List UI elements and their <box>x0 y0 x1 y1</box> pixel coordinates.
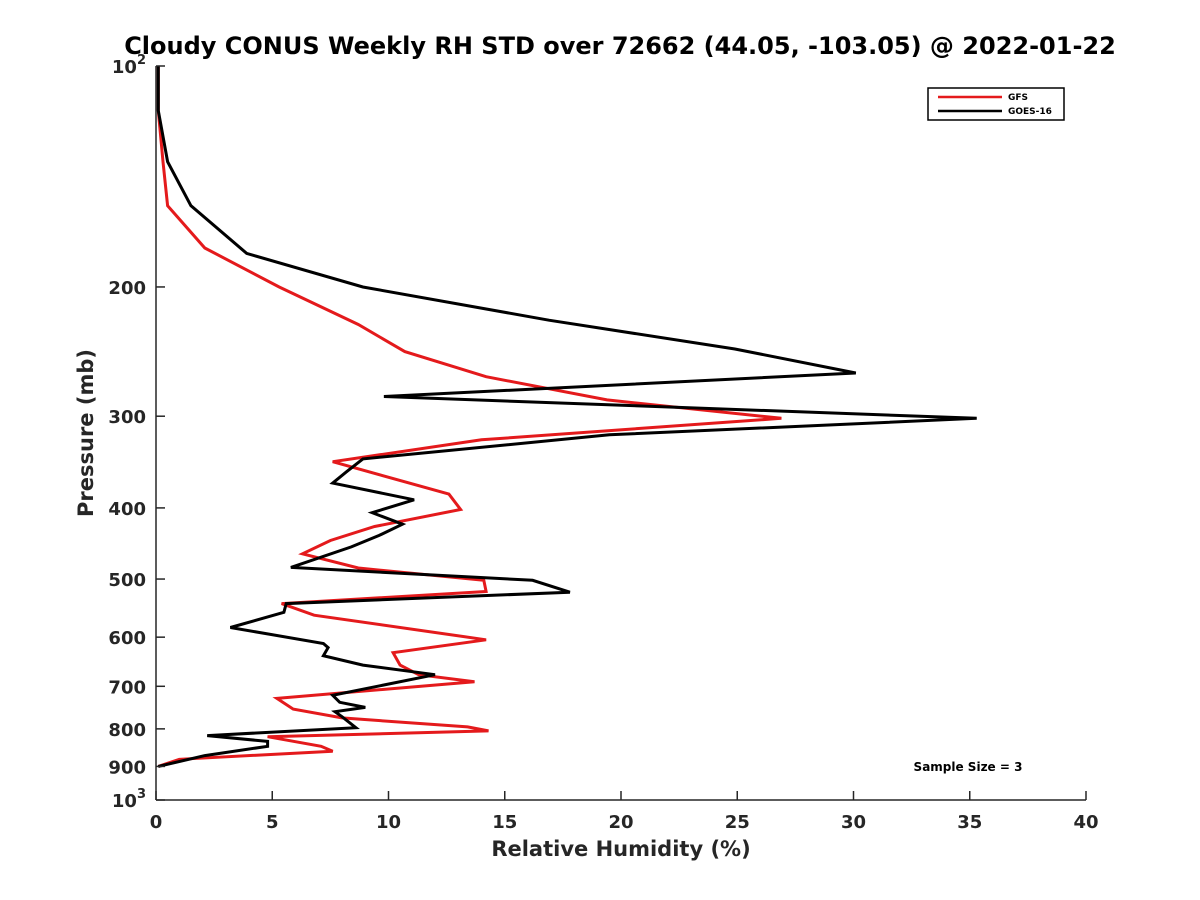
x-tick-label: 20 <box>608 812 633 833</box>
y-tick-label: 200 <box>108 278 146 299</box>
x-tick-label: 0 <box>150 812 163 833</box>
x-tick-label: 5 <box>266 812 279 833</box>
x-axis-label: Relative Humidity (%) <box>491 837 750 861</box>
x-tick-label: 40 <box>1073 812 1098 833</box>
y-tick-label-base: 800 <box>108 720 146 741</box>
y-tick-label: 500 <box>108 570 146 591</box>
y-tick-label-base: 500 <box>108 570 146 591</box>
chart-title: Cloudy CONUS Weekly RH STD over 72662 (4… <box>124 32 1116 60</box>
y-tick-label-base: 400 <box>108 499 146 520</box>
y-tick-label-base: 300 <box>108 407 146 428</box>
y-tick-label-base: 10 <box>112 57 137 78</box>
y-tick-label: 900 <box>108 757 146 778</box>
y-tick-label: 800 <box>108 720 146 741</box>
y-tick-label-base: 200 <box>108 278 146 299</box>
legend: GFS GOES-16 <box>927 87 1065 121</box>
y-tick-label-base: 900 <box>108 757 146 778</box>
y-tick-label-base: 600 <box>108 628 146 649</box>
y-axis-label: Pressure (mb) <box>74 349 98 517</box>
y-tick-label: 103 <box>112 787 146 812</box>
sample-size-annotation: Sample Size = 3 <box>914 760 1023 774</box>
x-tick-label: 15 <box>492 812 517 833</box>
y-tick-label-base: 10 <box>112 791 137 812</box>
y-tick-label: 600 <box>108 628 146 649</box>
y-tick-label: 300 <box>108 407 146 428</box>
x-tick-label: 10 <box>376 812 401 833</box>
y-tick-label: 102 <box>112 53 146 78</box>
plot-area: 0 5 10 15 20 25 30 35 40 10220030040050060070080… <box>108 53 1098 833</box>
y-tick-label: 700 <box>108 677 146 698</box>
y-tick-label: 400 <box>108 499 146 520</box>
legend-label-gfs: GFS <box>1008 93 1028 103</box>
legend-label-goes16: GOES-16 <box>1008 107 1052 117</box>
x-tick-label: 30 <box>841 812 866 833</box>
y-tick-label-exponent: 3 <box>137 787 146 802</box>
y-tick-label-base: 700 <box>108 677 146 698</box>
x-tick-label: 25 <box>725 812 750 833</box>
y-tick-label-exponent: 2 <box>137 53 146 68</box>
legend-box <box>927 87 1065 121</box>
series-layer <box>156 66 977 768</box>
series-line-goes-16 <box>156 66 977 768</box>
x-tick-label: 35 <box>957 812 982 833</box>
x-axis-ticks: 0 5 10 15 20 25 30 35 40 <box>150 791 1099 833</box>
